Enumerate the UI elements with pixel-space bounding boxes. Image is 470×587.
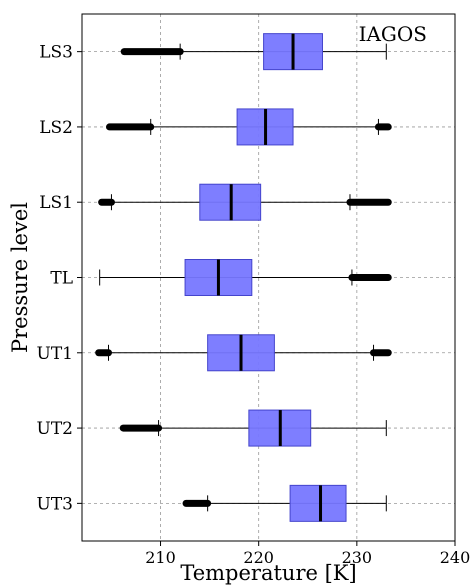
x-tick-label: 230 <box>342 548 373 567</box>
x-axis-title: Temperature [K] <box>180 561 356 585</box>
box-ls2 <box>105 108 392 146</box>
y-tick-label: TL <box>50 269 73 289</box>
y-tick-label: UT2 <box>37 419 73 439</box>
ticks: 210 220 230 240 LS3 LS2 LS1 TL UT1 UT2 UT3 <box>37 43 470 567</box>
x-tick-label: 220 <box>243 548 274 567</box>
box-ut1 <box>95 334 392 372</box>
y-tick-label: LS2 <box>39 118 73 138</box>
x-tick-label: 210 <box>145 548 176 567</box>
box-ls1 <box>98 183 392 221</box>
y-tick-label: LS1 <box>39 193 73 213</box>
box-rect <box>289 484 347 522</box>
box-ut3 <box>182 484 387 522</box>
box-ls3 <box>120 33 387 71</box>
x-tick-label: 240 <box>440 548 470 567</box>
box-ut2 <box>119 409 387 447</box>
box-tl <box>99 259 392 296</box>
boxes <box>95 33 392 522</box>
y-tick-label: LS3 <box>39 43 73 63</box>
y-tick-label: UT3 <box>37 494 73 514</box>
annotation-label: IAGOS <box>359 22 427 46</box>
y-tick-label: UT1 <box>37 344 73 364</box>
y-axis-title: Pressure level <box>8 202 32 353</box>
